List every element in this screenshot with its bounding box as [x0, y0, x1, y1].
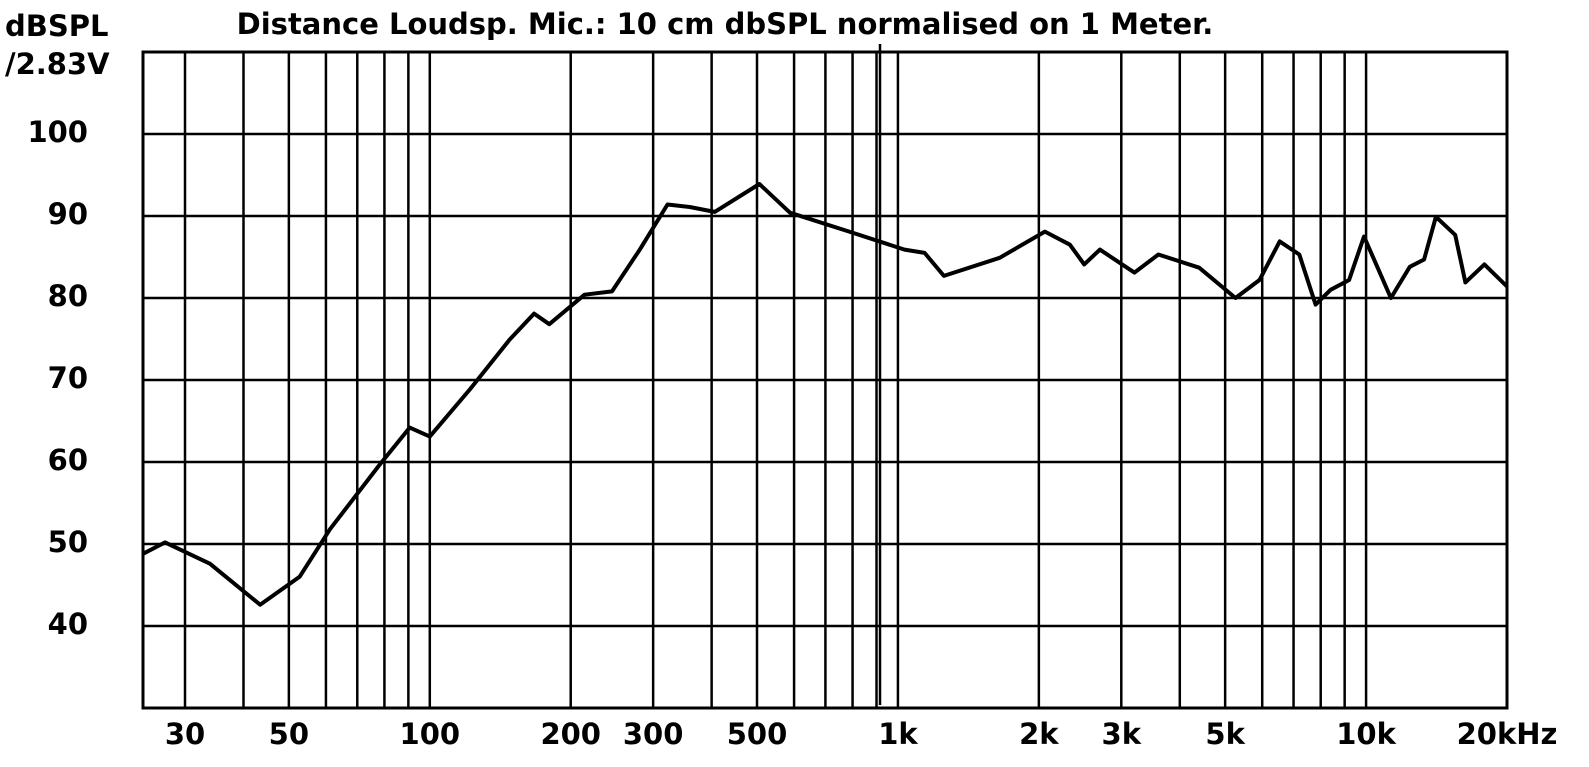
x-tick-label: 300: [623, 717, 684, 751]
y-axis-label: /2.83V: [5, 47, 110, 81]
x-tick-label: 200: [540, 717, 601, 751]
x-tick-label: 5k: [1205, 717, 1245, 751]
y-tick-label: 40: [48, 607, 88, 641]
y-tick-label: 60: [48, 443, 88, 477]
y-tick-label: 90: [48, 197, 88, 231]
x-tick-label: 1k: [878, 717, 918, 751]
x-tick-label: 10k: [1336, 717, 1396, 751]
x-tick-label: 30: [165, 717, 205, 751]
x-tick-label: 20kHz: [1457, 717, 1558, 751]
y-tick-label: 50: [48, 525, 88, 559]
x-tick-label: 50: [269, 717, 309, 751]
y-tick-label: 70: [48, 361, 88, 395]
x-tick-label: 100: [400, 717, 461, 751]
response-curve: [142, 182, 1509, 607]
y-tick-label: 80: [48, 279, 88, 313]
x-tick-label: 2k: [1019, 717, 1059, 751]
x-tick-label: 3k: [1102, 717, 1142, 751]
y-axis-label: dBSPL: [5, 9, 108, 43]
x-tick-label: 500: [727, 717, 788, 751]
chart-title: Distance Loudsp. Mic.: 10 cm dbSPL norma…: [237, 7, 1214, 41]
y-tick-label: 100: [27, 115, 88, 149]
